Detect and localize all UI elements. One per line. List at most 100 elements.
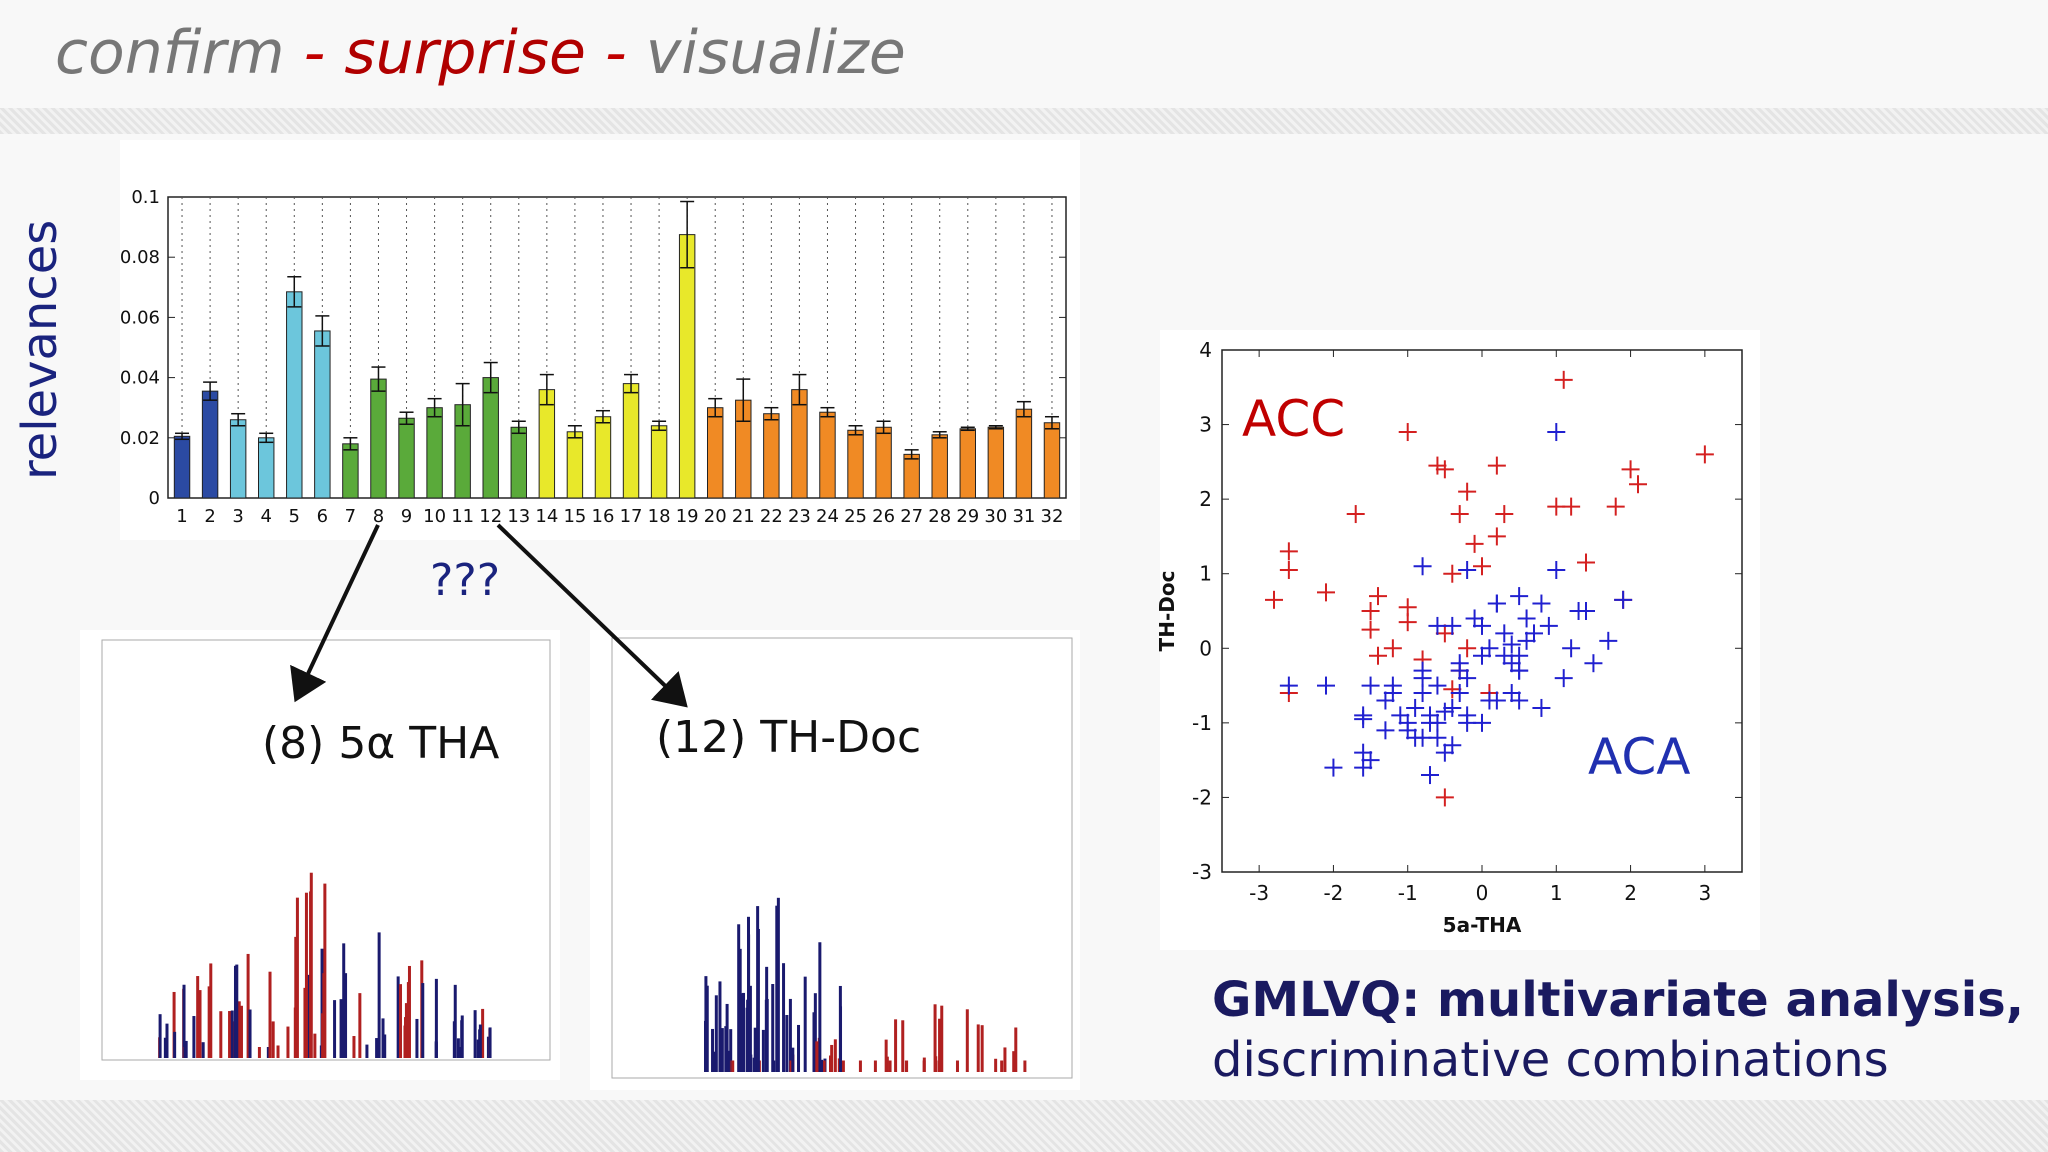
histogram-bar — [761, 1029, 765, 1072]
aca-point — [1398, 713, 1417, 732]
aca-point — [1383, 684, 1402, 703]
title-separator: - — [284, 18, 345, 88]
histogram-8 — [101, 639, 551, 1061]
histogram-bar — [481, 1008, 485, 1058]
histogram-bar — [775, 1027, 779, 1072]
histogram-bar — [158, 1014, 162, 1058]
histogram-bar — [746, 916, 750, 1072]
histogram-bar — [713, 1056, 717, 1072]
title-surprise: surprise — [344, 18, 586, 88]
histogram-bar — [276, 1045, 280, 1058]
acc-point — [1361, 602, 1380, 620]
aca-label: ACA — [1588, 728, 1691, 786]
histogram-bar — [829, 1055, 833, 1072]
histogram-bar — [163, 1037, 167, 1058]
acc-point — [1450, 505, 1469, 524]
aca-point — [1428, 676, 1447, 695]
histogram-bar — [196, 976, 200, 1058]
aca-point — [1361, 751, 1380, 770]
histogram-bar — [377, 932, 381, 1058]
histogram-bar — [473, 1010, 477, 1058]
histogram-bar — [822, 1060, 826, 1072]
histogram-bar — [365, 1044, 369, 1058]
x-tick-label: 22 — [760, 506, 783, 527]
histogram-bar — [246, 953, 250, 1058]
histogram-bar — [980, 1025, 984, 1072]
histogram-bar — [358, 993, 362, 1058]
histogram-bar — [209, 963, 213, 1058]
aca-point — [1279, 676, 1298, 695]
acc-point — [1369, 646, 1387, 665]
acc-point — [1554, 370, 1573, 389]
aca-point — [1421, 713, 1439, 732]
x-tick-label: 29 — [956, 506, 979, 527]
y-tick-label: 0.02 — [120, 428, 160, 449]
aca-point — [1458, 713, 1477, 732]
histogram-bar — [460, 1015, 464, 1058]
aca-point — [1487, 594, 1506, 613]
histogram-bar — [718, 981, 722, 1072]
histogram-bar — [321, 1013, 325, 1058]
histogram-bar — [488, 1027, 492, 1058]
histogram-bar — [233, 965, 237, 1058]
x-tick-label: 2 — [204, 506, 215, 527]
x-tick-label: 8 — [373, 506, 384, 527]
acc-point — [1279, 560, 1298, 579]
histogram-bar — [434, 978, 438, 1058]
histogram-bar — [1003, 1047, 1007, 1072]
histogram-bar — [711, 1028, 715, 1072]
histogram-bar — [458, 1047, 462, 1058]
acc-point — [1443, 680, 1462, 699]
histogram-bar — [257, 1047, 261, 1058]
histogram-bar — [352, 1036, 356, 1058]
acc-point — [1458, 639, 1477, 658]
histogram-bar — [888, 1060, 892, 1072]
x-tick-label: 3 — [1698, 881, 1711, 905]
aca-point — [1435, 743, 1454, 762]
histogram-bar — [266, 1047, 270, 1058]
question-marks: ??? — [430, 555, 501, 606]
histogram-bar — [737, 924, 741, 1072]
histogram-bar — [415, 1018, 419, 1058]
x-tick-label: 20 — [704, 506, 727, 527]
acc-point — [1398, 423, 1417, 442]
aca-point — [1517, 631, 1536, 650]
histogram-frame — [611, 637, 1073, 1079]
histogram-bar — [803, 976, 807, 1072]
aca-point — [1391, 706, 1410, 725]
histogram-12 — [611, 637, 1073, 1079]
aca-point — [1406, 698, 1425, 717]
acc-point — [1398, 613, 1417, 632]
aca-point — [1376, 721, 1395, 740]
x-tick-label: 1 — [176, 506, 187, 527]
histogram-bar — [833, 1039, 837, 1072]
histogram-bar — [184, 1040, 188, 1058]
histogram-bar — [731, 1060, 735, 1072]
x-tick-label: 0 — [1476, 881, 1489, 905]
acc-point — [1458, 482, 1477, 501]
y-tick-label: 1 — [1199, 562, 1212, 586]
histogram-bar — [286, 1026, 290, 1058]
histogram-bar — [228, 1011, 232, 1058]
histogram-bar — [399, 984, 403, 1058]
histogram-bar — [342, 943, 346, 1058]
histogram-bar — [772, 1060, 776, 1072]
histogram-bar — [704, 1020, 708, 1072]
x-tick-label: 26 — [872, 506, 895, 527]
aca-point — [1510, 661, 1529, 680]
acc-point — [1629, 475, 1647, 494]
histogram-bar — [776, 897, 780, 1072]
aca-point — [1376, 691, 1395, 710]
x-tick-label: 17 — [620, 506, 643, 527]
histogram-bar — [344, 973, 348, 1058]
histogram-bar — [333, 1000, 337, 1058]
histogram-bar — [884, 1039, 888, 1072]
histogram-bar — [726, 1050, 730, 1072]
aca-point — [1532, 594, 1551, 613]
histogram-bar — [323, 883, 327, 1058]
acc-point — [1465, 534, 1484, 553]
y-tick-label: 0.04 — [120, 368, 160, 389]
aca-point — [1413, 684, 1432, 703]
acc-label: ACC — [1242, 390, 1346, 448]
